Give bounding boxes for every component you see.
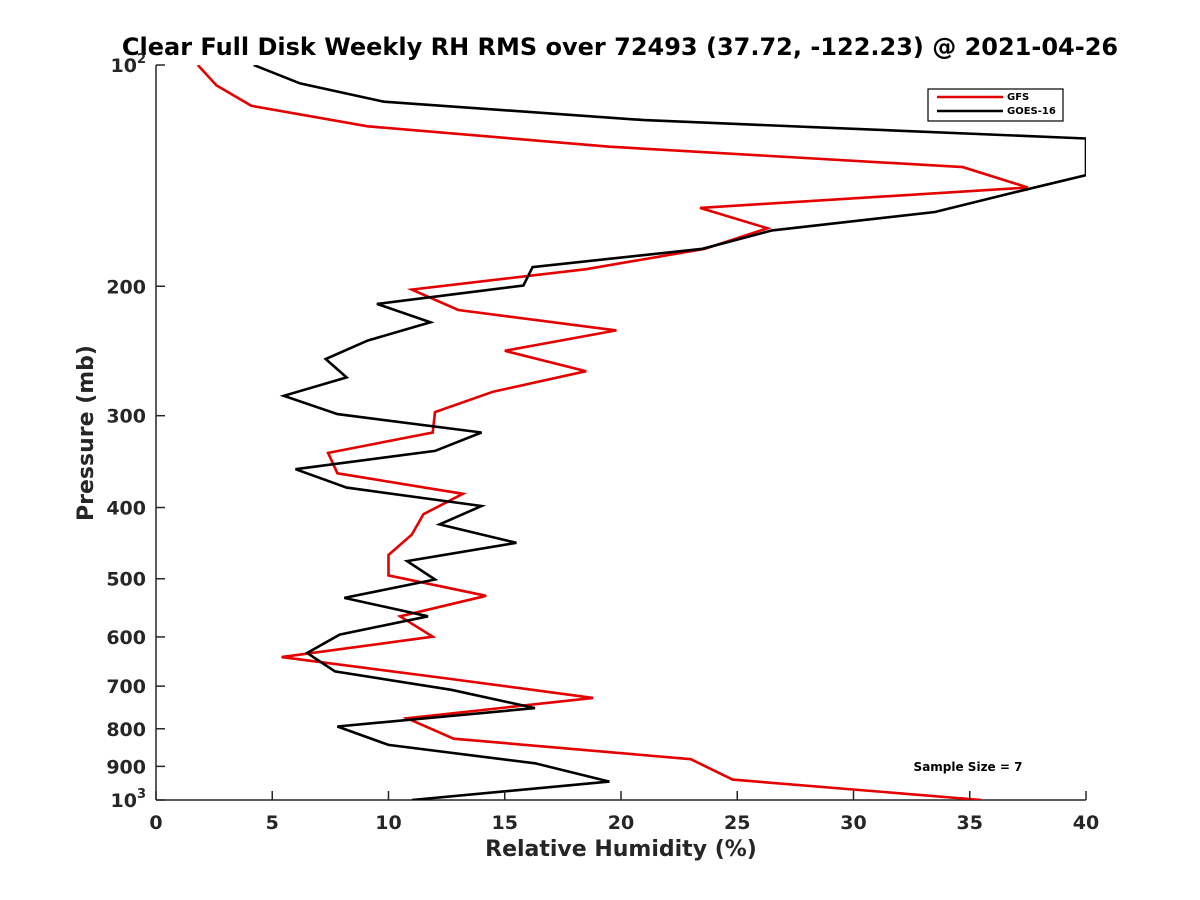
y-tick-label: 500	[106, 569, 146, 591]
y-tick-label: 400	[106, 498, 146, 520]
x-tick-label: 40	[1073, 812, 1099, 834]
x-tick-label: 10	[375, 812, 401, 834]
x-tick-label: 25	[724, 812, 750, 834]
y-tick-label: 200	[106, 276, 146, 298]
x-tick-label: 30	[840, 812, 866, 834]
y-tick-label: 102	[111, 52, 147, 77]
series-line-gfs	[196, 65, 1029, 800]
y-tick-label: 900	[106, 756, 146, 778]
plot-area	[155, 65, 1086, 801]
y-tick-label: 600	[106, 627, 146, 649]
series-layer	[196, 65, 1086, 800]
y-tick-label: 800	[106, 719, 146, 741]
legend-label-gfs: GFS	[1007, 92, 1029, 103]
x-ticks: 0 5 10 15 20 25 30 35 40	[149, 791, 1099, 834]
x-tick-label: 35	[957, 812, 983, 834]
legend: GFS GOES-16	[927, 88, 1064, 122]
sample-size-annotation: Sample Size = 7	[914, 760, 1023, 774]
x-axis-label: Relative Humidity (%)	[485, 837, 757, 862]
y-tick-label: 700	[106, 676, 146, 698]
x-tick-label: 15	[492, 812, 518, 834]
y-ticks: 102 200 300 400 500 600 700 800 900 103	[106, 52, 165, 812]
y-tick-label: 103	[111, 787, 147, 812]
x-tick-label: 20	[608, 812, 634, 834]
x-tick-label: 0	[149, 812, 162, 834]
y-axis-label: Pressure (mb)	[74, 345, 99, 521]
x-tick-label: 5	[266, 812, 279, 834]
legend-label-goes16: GOES-16	[1007, 106, 1056, 117]
y-tick-label: 300	[106, 406, 146, 428]
series-line-goes16	[253, 65, 1086, 800]
plot-frame	[156, 65, 1086, 800]
chart-title: Clear Full Disk Weekly RH RMS over 72493…	[122, 33, 1118, 61]
legend-box	[927, 88, 1064, 122]
